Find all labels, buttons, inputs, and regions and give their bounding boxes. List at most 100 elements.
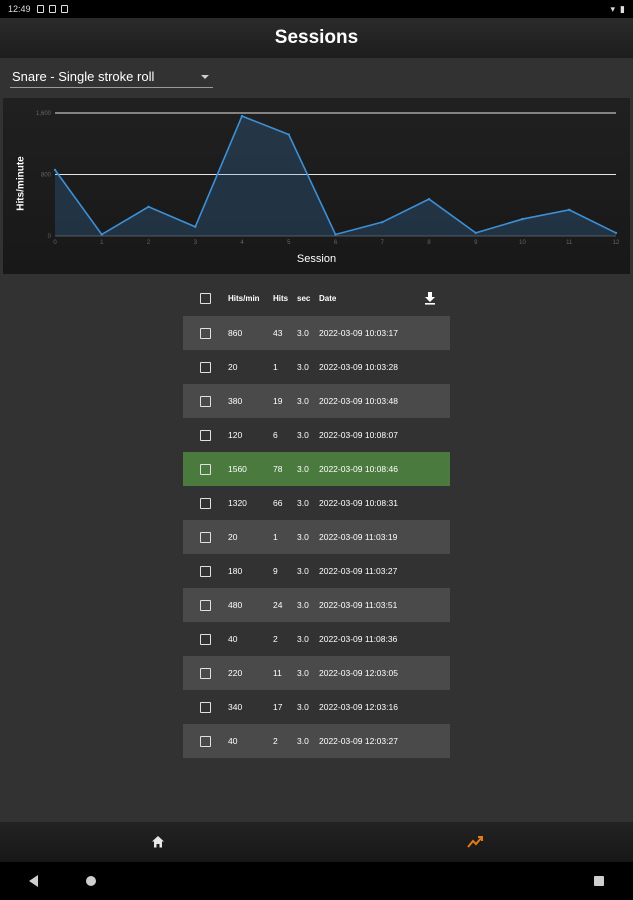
status-bar: 12:49 ▾ ▮: [0, 0, 633, 18]
system-nav-bar: [0, 862, 633, 900]
back-icon[interactable]: [29, 875, 38, 887]
chart-point: [53, 168, 57, 172]
header-hits-per-min: Hits/min: [228, 293, 260, 303]
chart-x-tick-label: 6: [334, 240, 338, 246]
row-checkbox[interactable]: [200, 327, 211, 339]
row-checkbox[interactable]: [200, 463, 211, 475]
table-row[interactable]: 40 2 3.0 2022-03-09 12:03:27: [183, 724, 450, 758]
row-checkbox[interactable]: [200, 497, 211, 509]
chart-point: [381, 220, 384, 224]
status-right: ▾ ▮: [611, 4, 625, 15]
row-checkbox[interactable]: [200, 531, 211, 543]
cell-date: 2022-03-09 10:08:07: [319, 430, 398, 440]
cell-date: 2022-03-09 10:03:48: [319, 396, 398, 406]
stats-icon[interactable]: [466, 834, 484, 850]
cell-hits-per-min: 40: [228, 736, 238, 746]
cell-sec: 3.0: [297, 634, 309, 644]
row-checkbox[interactable]: [200, 667, 211, 679]
select-all-checkbox[interactable]: [200, 292, 211, 304]
cell-hits: 78: [273, 464, 283, 474]
table-row[interactable]: 1320 66 3.0 2022-03-09 10:08:31: [183, 486, 450, 520]
bottom-nav: [0, 822, 633, 862]
cell-hits-per-min: 480: [228, 600, 243, 610]
chart-point: [147, 205, 150, 208]
chart-point: [240, 114, 244, 118]
chart-point: [287, 133, 290, 136]
cell-hits: 2: [273, 736, 278, 746]
cell-sec: 3.0: [297, 464, 309, 474]
row-checkbox[interactable]: [200, 599, 211, 611]
table-header: Hits/min Hits sec Date: [183, 280, 450, 316]
table-row[interactable]: 1560 78 3.0 2022-03-09 10:08:46: [183, 452, 450, 486]
row-checkbox[interactable]: [200, 735, 211, 747]
cell-hits-per-min: 20: [228, 532, 238, 542]
download-icon[interactable]: [423, 291, 437, 305]
cell-hits-per-min: 180: [228, 566, 243, 576]
cell-hits: 1: [273, 532, 278, 542]
chart-area-fill: [55, 116, 616, 236]
cell-hits: 6: [273, 430, 278, 440]
table-row[interactable]: 20 1 3.0 2022-03-09 11:03:19: [183, 520, 450, 554]
row-checkbox[interactable]: [200, 633, 211, 645]
exercise-dropdown-value: Snare - Single stroke roll: [12, 69, 155, 84]
cell-hits-per-min: 20: [228, 362, 238, 372]
recent-apps-icon[interactable]: [594, 876, 604, 886]
cell-date: 2022-03-09 11:03:19: [319, 532, 398, 542]
exercise-dropdown[interactable]: Snare - Single stroke roll: [10, 66, 213, 88]
cell-sec: 3.0: [297, 328, 309, 338]
chart-x-tick-label: 1: [100, 240, 104, 246]
cell-hits: 17: [273, 702, 283, 712]
row-checkbox[interactable]: [200, 565, 211, 577]
cell-sec: 3.0: [297, 532, 309, 542]
cell-sec: 3.0: [297, 668, 309, 678]
row-checkbox[interactable]: [200, 701, 211, 713]
chart-point: [427, 197, 431, 201]
table-row[interactable]: 480 24 3.0 2022-03-09 11:03:51: [183, 588, 450, 622]
table-body: 860 43 3.0 2022-03-09 10:03:17 20 1 3.0 2022-03…: [183, 316, 450, 758]
chart-point: [100, 233, 103, 236]
chart-x-tick-label: 11: [566, 240, 573, 246]
cell-date: 2022-03-09 12:03:27: [319, 736, 398, 746]
cell-hits-per-min: 380: [228, 396, 243, 406]
cell-hits: 11: [273, 668, 282, 678]
table-row[interactable]: 20 1 3.0 2022-03-09 10:03:28: [183, 350, 450, 384]
wifi-icon: ▾: [610, 3, 616, 14]
table-row[interactable]: 120 6 3.0 2022-03-09 10:08:07: [183, 418, 450, 452]
cell-hits-per-min: 120: [228, 430, 243, 440]
cell-sec: 3.0: [297, 600, 309, 610]
chart-point: [194, 225, 197, 228]
cell-sec: 3.0: [297, 736, 309, 746]
table-row[interactable]: 180 9 3.0 2022-03-09 11:03:27: [183, 554, 450, 588]
table-row[interactable]: 380 19 3.0 2022-03-09 10:03:48: [183, 384, 450, 418]
row-checkbox[interactable]: [200, 361, 211, 373]
row-checkbox[interactable]: [200, 429, 211, 441]
chart-x-tick-label: 5: [287, 240, 291, 246]
chart-point: [521, 217, 524, 221]
chart-y-tick-label: 1,600: [36, 111, 52, 117]
cell-hits-per-min: 1320: [228, 498, 247, 508]
chart-x-tick-label: 10: [519, 240, 526, 246]
table-row[interactable]: 40 2 3.0 2022-03-09 11:08:36: [183, 622, 450, 656]
main-content: Snare - Single stroke roll 0 800 1,600 0 1 2 3…: [0, 58, 633, 822]
home-icon[interactable]: [150, 834, 166, 850]
cell-sec: 3.0: [297, 498, 309, 508]
table-row[interactable]: 860 43 3.0 2022-03-09 10:03:17: [183, 316, 450, 350]
cell-date: 2022-03-09 10:03:28: [319, 362, 398, 372]
chevron-down-icon: [201, 74, 209, 79]
sessions-chart: 0 800 1,600 0 1 2 3 4 5 6 7 8 9 10 11 12 Hits/minute Se…: [3, 98, 630, 274]
battery-icon: ▮: [620, 3, 625, 14]
cell-date: 2022-03-09 12:03:16: [319, 702, 398, 712]
cell-hits: 1: [273, 362, 278, 372]
chart-x-tick-label: 4: [240, 240, 244, 246]
header-hits: Hits: [273, 293, 289, 303]
chart-x-tick-label: 9: [474, 240, 478, 246]
cell-hits-per-min: 40: [228, 634, 238, 644]
row-checkbox[interactable]: [200, 395, 211, 407]
page-title: Sessions: [274, 27, 359, 48]
system-home-icon[interactable]: [86, 876, 96, 886]
cell-sec: 3.0: [297, 566, 309, 576]
sd-card-icon: [48, 5, 56, 13]
table-row[interactable]: 220 11 3.0 2022-03-09 12:03:05: [183, 656, 450, 690]
cell-hits: 19: [273, 396, 283, 406]
table-row[interactable]: 340 17 3.0 2022-03-09 12:03:16: [183, 690, 450, 724]
